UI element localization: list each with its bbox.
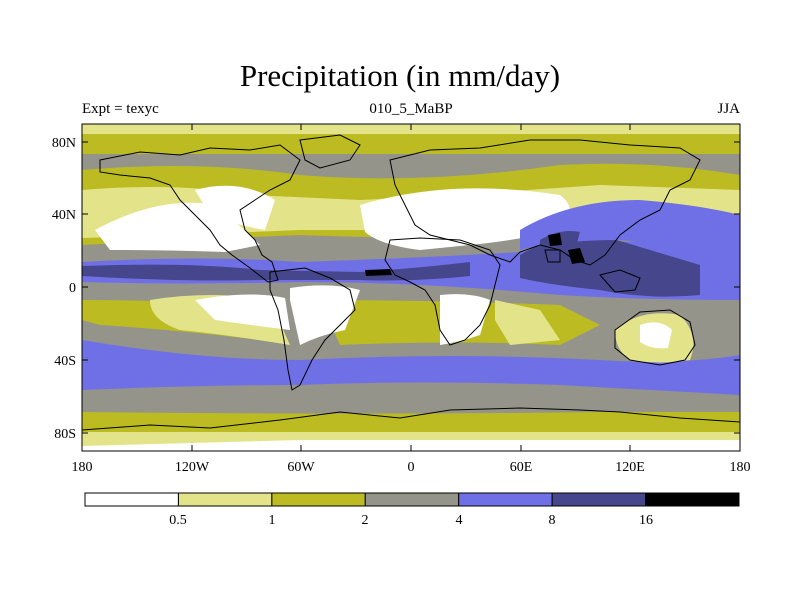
y-tick-label: 80S xyxy=(54,427,76,442)
y-tick-label: 40S xyxy=(54,354,76,369)
period-label: 010_5_MaBP xyxy=(369,101,453,117)
y-tick-label: 80N xyxy=(52,136,76,151)
x-tick-label: 120E xyxy=(615,460,645,475)
colorbar-swatch xyxy=(645,492,740,507)
colorbar-label: 0.5 xyxy=(169,513,187,528)
colorbar-label: 4 xyxy=(456,513,463,528)
x-tick-label: 60E xyxy=(510,460,533,475)
colorbar-frame xyxy=(84,492,740,507)
colorbar-label: 2 xyxy=(362,513,369,528)
x-tick-label: 180 xyxy=(72,460,93,475)
x-axis-ticks xyxy=(81,124,741,451)
precipitation-field xyxy=(82,124,740,451)
colorbar-swatch xyxy=(177,492,273,507)
colorbar-swatch xyxy=(271,492,366,507)
colorbar-label: 1 xyxy=(269,513,276,528)
map-title: Precipitation (in mm/day) xyxy=(239,58,561,93)
x-tick-label: 120W xyxy=(175,460,210,475)
y-tick-label: 40N xyxy=(52,208,76,223)
colorbar-swatch xyxy=(458,492,553,507)
season-label: JJA xyxy=(717,101,740,117)
colorbar-label: 8 xyxy=(549,513,556,528)
x-tick-label: 180 xyxy=(730,460,751,475)
y-axis-ticks xyxy=(82,141,740,434)
experiment-label: Expt = texyc xyxy=(82,101,159,117)
colorbar-swatch xyxy=(84,492,179,507)
colorbar-swatch xyxy=(551,492,647,507)
x-tick-label: 60W xyxy=(287,460,315,475)
colorbar xyxy=(84,492,740,507)
x-tick-label: 0 xyxy=(408,460,415,475)
colorbar-label: 16 xyxy=(639,513,653,528)
y-tick-label: 0 xyxy=(69,281,76,296)
coastlines xyxy=(82,134,740,431)
colorbar-swatch xyxy=(364,492,460,507)
